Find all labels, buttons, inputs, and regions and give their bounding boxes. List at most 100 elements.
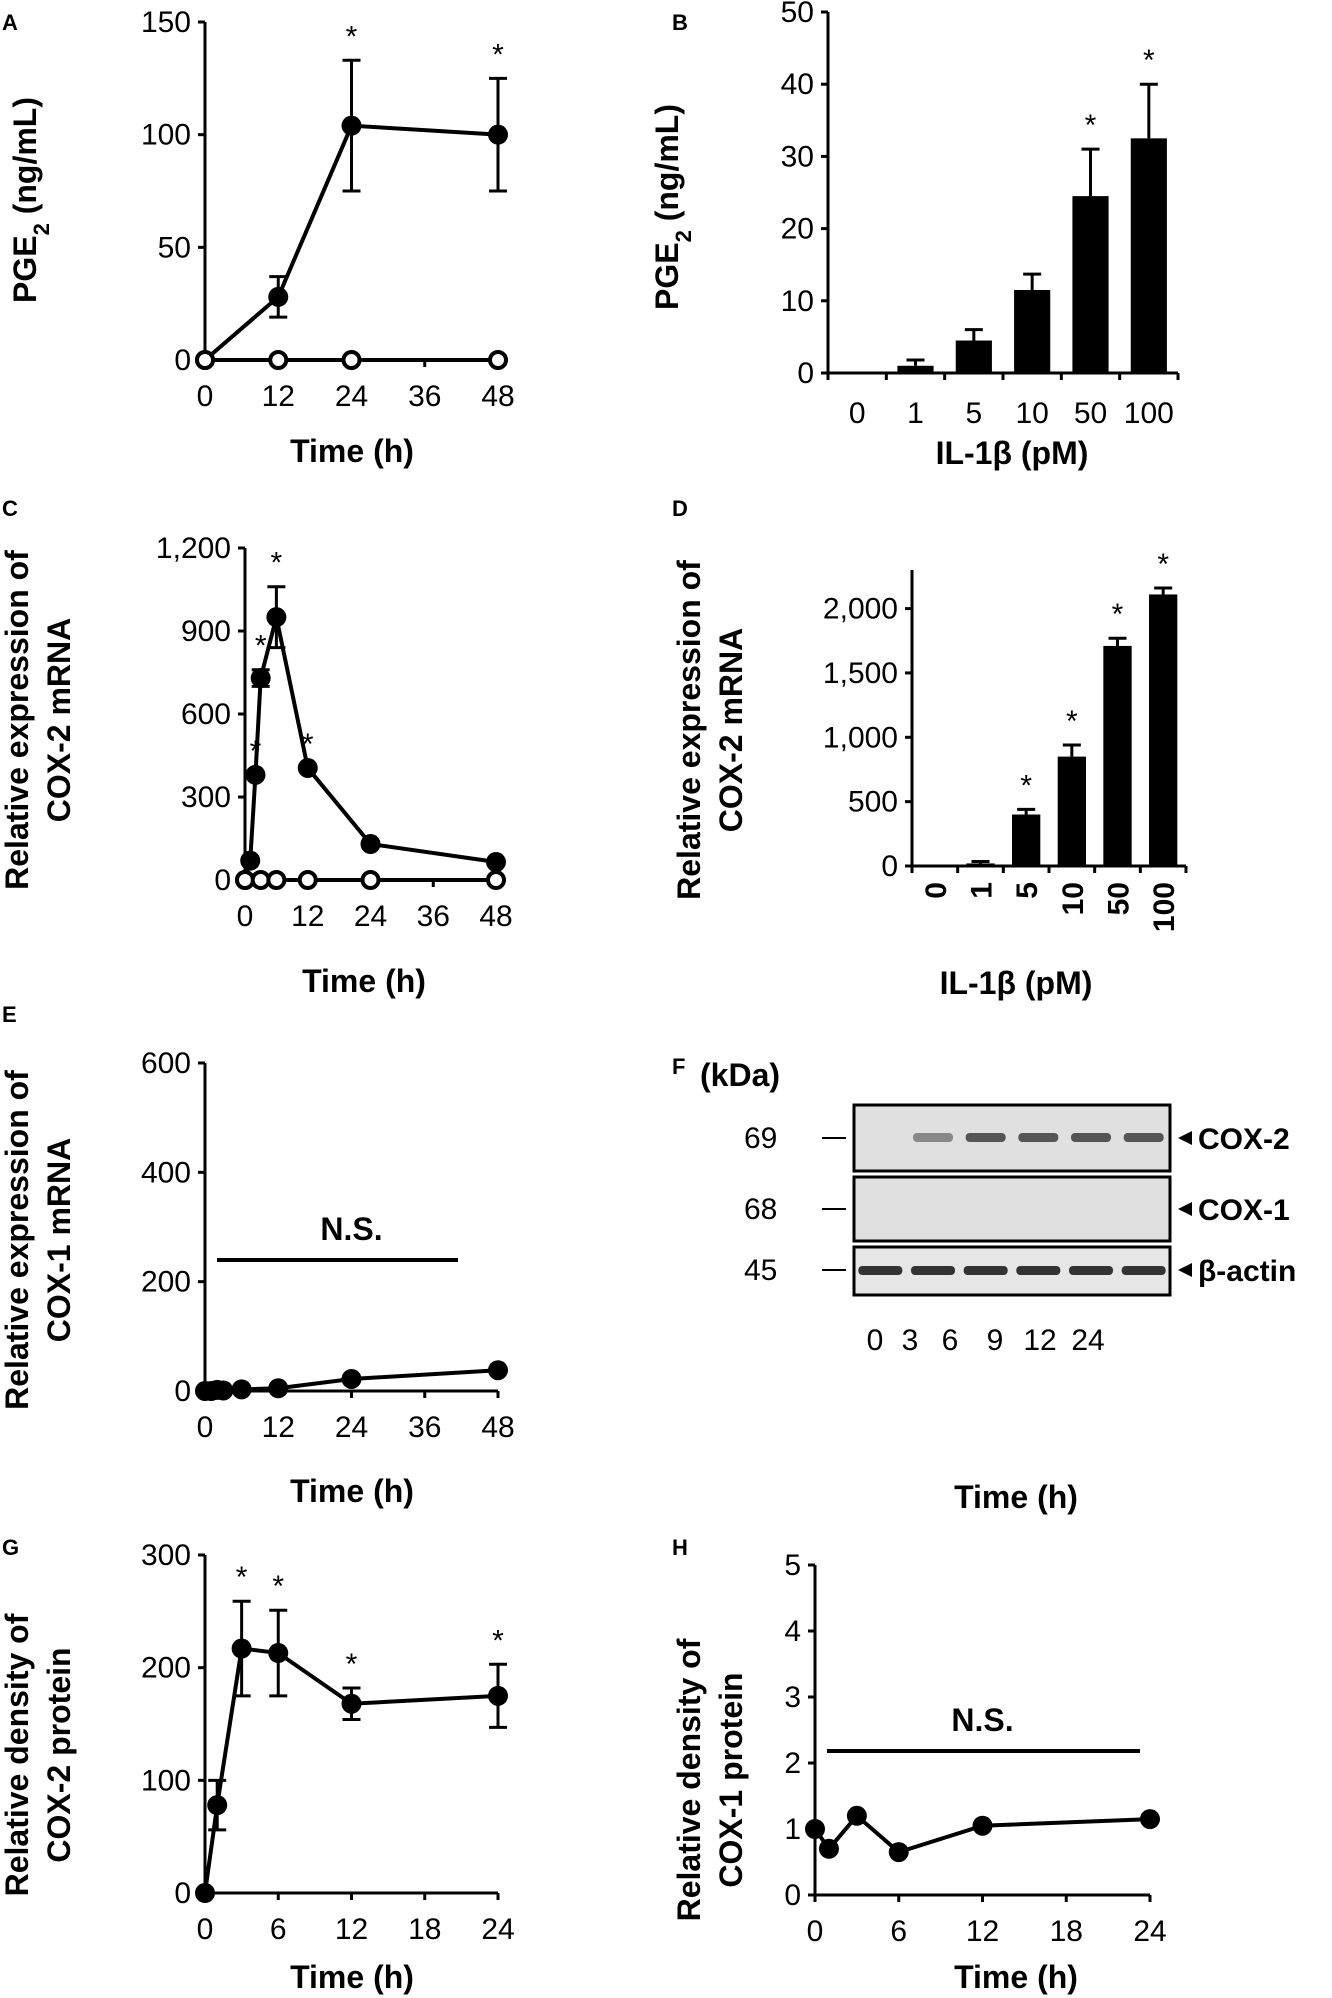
data-point-open xyxy=(486,870,506,890)
x-tick-label: 48 xyxy=(481,380,514,413)
significance-star: * xyxy=(1020,769,1032,802)
panel-h: H Relative density of COX-1 protein 0123… xyxy=(671,1535,1167,1995)
actin-band xyxy=(1016,1266,1061,1275)
data-point-filled xyxy=(486,852,506,873)
bar xyxy=(1149,594,1178,866)
cox2-band xyxy=(1123,1133,1164,1142)
x-axis-title-b: IL-1β (pM) xyxy=(936,435,1089,471)
x-tick-label: 100 xyxy=(1124,397,1174,430)
data-point-filled xyxy=(268,1378,289,1399)
data-point-filled xyxy=(268,286,289,307)
actin-band xyxy=(1121,1266,1166,1275)
data-point-filled xyxy=(231,1379,252,1400)
panel-g: G Relative density of COX-2 protein 0 100… xyxy=(0,1535,515,1995)
series-line-treated xyxy=(203,123,499,362)
x-tick-label: 48 xyxy=(479,900,512,933)
x-tick-label: 18 xyxy=(408,1913,441,1946)
plot-area-b: 0 10 20 30 40 50 0 1 5 10 * 50 * 100 xyxy=(781,0,1180,430)
x-axis-title-d: IL-1β (pM) xyxy=(940,965,1093,1001)
blot-panel-0 xyxy=(852,1103,1172,1173)
bar xyxy=(1014,289,1051,373)
actin-band xyxy=(858,1266,903,1275)
significance-star: * xyxy=(250,735,262,768)
band-arrow-icon xyxy=(1178,1131,1192,1145)
panel-letter-f: F xyxy=(672,1054,685,1079)
data-point-open xyxy=(360,870,381,890)
y-tick-label: 2 xyxy=(784,1747,801,1780)
x-tick-label: 36 xyxy=(408,380,441,413)
panel-letter-g: G xyxy=(2,1535,19,1560)
lane-label: 6 xyxy=(942,1324,959,1357)
data-point-open xyxy=(195,350,215,370)
data-point-filled xyxy=(818,1838,839,1859)
panel-letter-d: D xyxy=(672,496,688,521)
x-tick-label: 12 xyxy=(335,1913,368,1946)
cox2-band xyxy=(913,1133,953,1142)
y-axis-title-d-line1: Relative expression of xyxy=(671,560,707,900)
y-tick-label: 500 xyxy=(848,786,898,819)
y-axis-title-h-line1: Relative density of xyxy=(671,1638,707,1921)
x-tick-label: 5 xyxy=(965,397,982,430)
x-tick-label: 0 xyxy=(197,1411,214,1444)
bar xyxy=(1012,814,1041,866)
x-tick-label: 6 xyxy=(890,1915,907,1948)
significance-star: * xyxy=(255,630,267,663)
significance-star: * xyxy=(271,547,283,580)
data-point-filled xyxy=(231,1638,252,1659)
data-point-filled xyxy=(213,1380,234,1401)
y-tick-label: 10 xyxy=(781,285,814,318)
panel-b: B PGE2 (ng/mL) 0 10 20 30 40 50 0 1 5 10 * 50 * 100 I… xyxy=(649,0,1180,471)
y-axis-title-h-line2: COX-1 protein xyxy=(713,1672,749,1887)
x-tick-label: 12 xyxy=(291,900,324,933)
x-tick-label: 10 xyxy=(1057,882,1090,915)
bar xyxy=(966,863,995,866)
bar xyxy=(1130,138,1167,373)
y-axis-title-a: PGE2 (ng/mL) xyxy=(7,97,54,303)
data-point-filled xyxy=(195,1883,215,1903)
y-tick-label: 200 xyxy=(141,1652,191,1685)
significance-star: * xyxy=(1066,705,1078,738)
data-point-open xyxy=(250,870,271,890)
data-point-filled xyxy=(488,1360,508,1381)
y-tick-label: 50 xyxy=(158,231,191,264)
x-tick-label: 24 xyxy=(335,380,368,413)
lane-label: 12 xyxy=(1023,1324,1056,1357)
y-axis-title-c-line2: COX-2 mRNA xyxy=(41,618,77,822)
panel-a: A PGE2 (ng/mL) 0 50 100 150 0 12 24 36 48 * * Time… xyxy=(2,6,515,469)
significance-star: * xyxy=(1112,598,1124,631)
x-tick-label: 6 xyxy=(270,1913,287,1946)
y-axis-title-b: PGE2 (ng/mL) xyxy=(649,104,696,310)
actin-band xyxy=(1069,1266,1113,1275)
data-point-filled xyxy=(488,1685,508,1706)
data-point-filled xyxy=(972,1815,993,1836)
y-axis-title-g-line1: Relative density of xyxy=(0,1613,35,1896)
x-tick-label: 0 xyxy=(807,1915,824,1948)
x-tick-label: 12 xyxy=(262,380,295,413)
data-point-open xyxy=(297,870,318,890)
y-axis-title-e-line2: COX-1 mRNA xyxy=(41,1138,77,1342)
x-tick-label: 5 xyxy=(1011,882,1044,899)
protein-label: COX-1 xyxy=(1198,1194,1290,1227)
panel-e: E Relative expression of COX-1 mRNA 0 200… xyxy=(0,1002,515,1509)
protein-label: β-actin xyxy=(1198,1255,1296,1288)
panel-letter-a: A xyxy=(2,10,18,35)
cox2-band xyxy=(965,1133,1006,1142)
y-tick-label: 400 xyxy=(141,1156,191,1189)
significance-star: * xyxy=(346,20,358,53)
y-tick-label: 200 xyxy=(141,1266,191,1299)
x-tick-label: 50 xyxy=(1103,882,1136,915)
data-point-open xyxy=(268,350,289,370)
data-point-filled xyxy=(360,834,381,855)
x-tick-label: 12 xyxy=(966,1915,999,1948)
data-point-filled xyxy=(297,757,318,778)
x-tick-label: 24 xyxy=(481,1913,514,1946)
x-tick-label: 10 xyxy=(1015,397,1048,430)
protein-label: COX-2 xyxy=(1198,1123,1290,1156)
data-point-filled xyxy=(805,1819,825,1839)
y-tick-label: 600 xyxy=(141,1047,191,1080)
panel-letter-h: H xyxy=(672,1535,688,1560)
plot-area-e: 0 200 400 600 0 12 24 36 48 N.S. xyxy=(141,1047,515,1444)
